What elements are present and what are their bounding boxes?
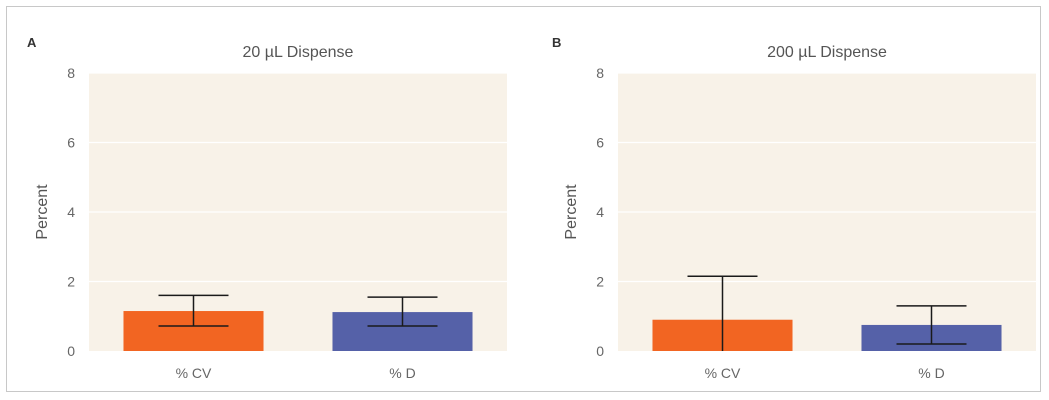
y-tick-label: 4 [596, 204, 604, 220]
y-tick-label: 0 [67, 343, 75, 359]
y-tick-label: 4 [67, 204, 75, 220]
x-tick-label: % D [918, 365, 944, 381]
y-tick-label: 8 [596, 65, 604, 81]
y-tick-label: 0 [596, 343, 604, 359]
x-tick-label: % CV [176, 365, 212, 381]
y-tick-label: 8 [67, 65, 75, 81]
figure: A 0 2 4 6 8 20 µL Dispense Percent % CV % D B 0 2 4 6 8… [6, 6, 1041, 392]
x-tick-label: % CV [705, 365, 741, 381]
panel-label: A [27, 35, 37, 50]
x-tick-label: % D [389, 365, 415, 381]
panel-label: B [552, 35, 561, 50]
y-tick-label: 6 [596, 135, 604, 151]
y-tick-label: 6 [67, 135, 75, 151]
y-axis-label: Percent [563, 184, 580, 240]
chart-canvas: A 0 2 4 6 8 20 µL Dispense Percent % CV % D B 0 2 4 6 8… [27, 35, 1036, 381]
chart-title: 20 µL Dispense [243, 44, 354, 61]
y-tick-label: 2 [596, 274, 604, 290]
y-tick-label: 2 [67, 274, 75, 290]
y-axis-label: Percent [34, 184, 51, 240]
chart-title: 200 µL Dispense [767, 44, 887, 61]
